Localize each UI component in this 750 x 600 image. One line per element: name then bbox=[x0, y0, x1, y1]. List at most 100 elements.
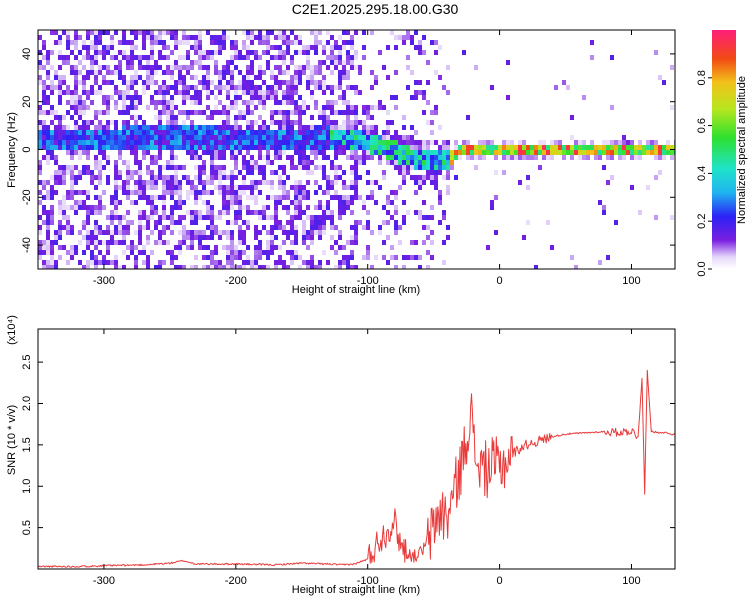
spectrogram-cell bbox=[146, 70, 150, 75]
spectrogram-cell bbox=[198, 80, 202, 85]
spectrogram-cell bbox=[290, 80, 294, 85]
spectrogram-cell bbox=[366, 170, 370, 175]
spectrogram-cell bbox=[54, 145, 58, 150]
spectrogram-cell bbox=[354, 140, 358, 145]
spectrogram-cell bbox=[662, 150, 666, 155]
spectrogram-cell bbox=[334, 265, 338, 269]
spectrogram-cell bbox=[306, 50, 310, 55]
spectrogram-cell bbox=[254, 140, 258, 145]
spectrogram-cell bbox=[258, 100, 262, 105]
spectrogram-cell bbox=[38, 140, 42, 145]
spectrogram-cell bbox=[54, 70, 58, 75]
spectrogram-cell bbox=[206, 175, 210, 180]
spectrogram-cell bbox=[638, 210, 642, 215]
spectrogram-cell bbox=[202, 85, 206, 90]
spectrogram-cell bbox=[258, 250, 262, 255]
spectrogram-cell bbox=[158, 90, 162, 95]
spectrogram-cell bbox=[662, 155, 666, 160]
spectrogram-cell bbox=[46, 240, 50, 245]
spectrogram-cell bbox=[58, 90, 62, 95]
spectrogram-cell bbox=[274, 80, 278, 85]
spectrogram-cell bbox=[54, 260, 58, 265]
spectrogram-cell bbox=[82, 140, 86, 145]
spectrogram-cell bbox=[582, 150, 586, 155]
spectrogram-cell bbox=[410, 35, 414, 40]
spectrogram-cell bbox=[362, 30, 366, 35]
spectrogram-cell bbox=[426, 150, 430, 155]
spectrogram-cell bbox=[402, 165, 406, 170]
spectrogram-cell bbox=[342, 130, 346, 135]
spectrogram-cell bbox=[74, 100, 78, 105]
spectrogram-cell bbox=[182, 215, 186, 220]
spectrogram-cell bbox=[46, 190, 50, 195]
spectrogram-cell bbox=[366, 180, 370, 185]
spectrogram-cell bbox=[278, 70, 282, 75]
spectrogram-cell bbox=[310, 70, 314, 75]
spectrogram-cell bbox=[170, 105, 174, 110]
spectrogram-cell bbox=[362, 145, 366, 150]
spectrogram-cell bbox=[46, 145, 50, 150]
spectrogram-cell bbox=[318, 65, 322, 70]
spectrogram-cell bbox=[206, 180, 210, 185]
spectrogram-x-tick-label: 0 bbox=[497, 275, 503, 287]
spectrogram-cell bbox=[222, 65, 226, 70]
spectrogram-cell bbox=[290, 230, 294, 235]
spectrogram-cell bbox=[198, 215, 202, 220]
spectrogram-cell bbox=[302, 45, 306, 50]
spectrogram-cell bbox=[78, 175, 82, 180]
spectrogram-cell bbox=[654, 140, 658, 145]
spectrogram-cell bbox=[46, 160, 50, 165]
spectrogram-cell bbox=[130, 40, 134, 45]
spectrogram-cell bbox=[146, 195, 150, 200]
spectrogram-cell bbox=[394, 265, 398, 269]
spectrogram-cell bbox=[346, 50, 350, 55]
spectrogram-cell bbox=[390, 255, 394, 260]
spectrogram-cell bbox=[598, 145, 602, 150]
spectrogram-cell bbox=[190, 75, 194, 80]
spectrogram-cell bbox=[126, 160, 130, 165]
spectrogram-y-axis-label: Frequency (Hz) bbox=[6, 112, 18, 188]
spectrogram-cell bbox=[194, 190, 198, 195]
spectrogram-cell bbox=[190, 140, 194, 145]
spectrogram-cell bbox=[354, 115, 358, 120]
spectrogram-cell bbox=[230, 60, 234, 65]
spectrogram-cell bbox=[262, 90, 266, 95]
spectrogram-cell bbox=[186, 190, 190, 195]
spectrogram-cell bbox=[286, 195, 290, 200]
spectrogram-cell bbox=[46, 215, 50, 220]
spectrogram-cell bbox=[214, 245, 218, 250]
spectrogram-cell bbox=[210, 260, 214, 265]
spectrogram-cell bbox=[258, 265, 262, 269]
spectrogram-cell bbox=[146, 255, 150, 260]
spectrogram-cell bbox=[318, 145, 322, 150]
spectrogram-cell bbox=[174, 125, 178, 130]
spectrogram-cell bbox=[234, 85, 238, 90]
spectrogram-cell bbox=[542, 155, 546, 160]
spectrogram-cell bbox=[230, 40, 234, 45]
spectrogram-cell bbox=[538, 165, 542, 170]
spectrogram-cell bbox=[362, 225, 366, 230]
spectrogram-cell bbox=[214, 125, 218, 130]
spectrogram-cell bbox=[402, 115, 406, 120]
spectrogram-cell bbox=[530, 150, 534, 155]
spectrogram-cell bbox=[66, 30, 70, 35]
spectrogram-cell bbox=[98, 250, 102, 255]
spectrogram-cell bbox=[278, 135, 282, 140]
spectrogram-cell bbox=[178, 90, 182, 95]
spectrogram-cell bbox=[58, 115, 62, 120]
spectrogram-cell bbox=[286, 40, 290, 45]
spectrogram-cell bbox=[282, 115, 286, 120]
spectrogram-cell bbox=[282, 55, 286, 60]
spectrogram-cell bbox=[66, 55, 70, 60]
spectrogram-cell bbox=[246, 30, 250, 35]
spectrogram-cell bbox=[238, 225, 242, 230]
spectrogram-cell bbox=[262, 70, 266, 75]
spectrogram-cell bbox=[82, 235, 86, 240]
spectrogram-cell bbox=[222, 105, 226, 110]
spectrogram-cell bbox=[238, 205, 242, 210]
spectrogram-cell bbox=[162, 210, 166, 215]
spectrogram-cell bbox=[226, 185, 230, 190]
spectrogram-cell bbox=[346, 155, 350, 160]
spectrogram-cell bbox=[166, 105, 170, 110]
spectrogram-cell bbox=[190, 150, 194, 155]
